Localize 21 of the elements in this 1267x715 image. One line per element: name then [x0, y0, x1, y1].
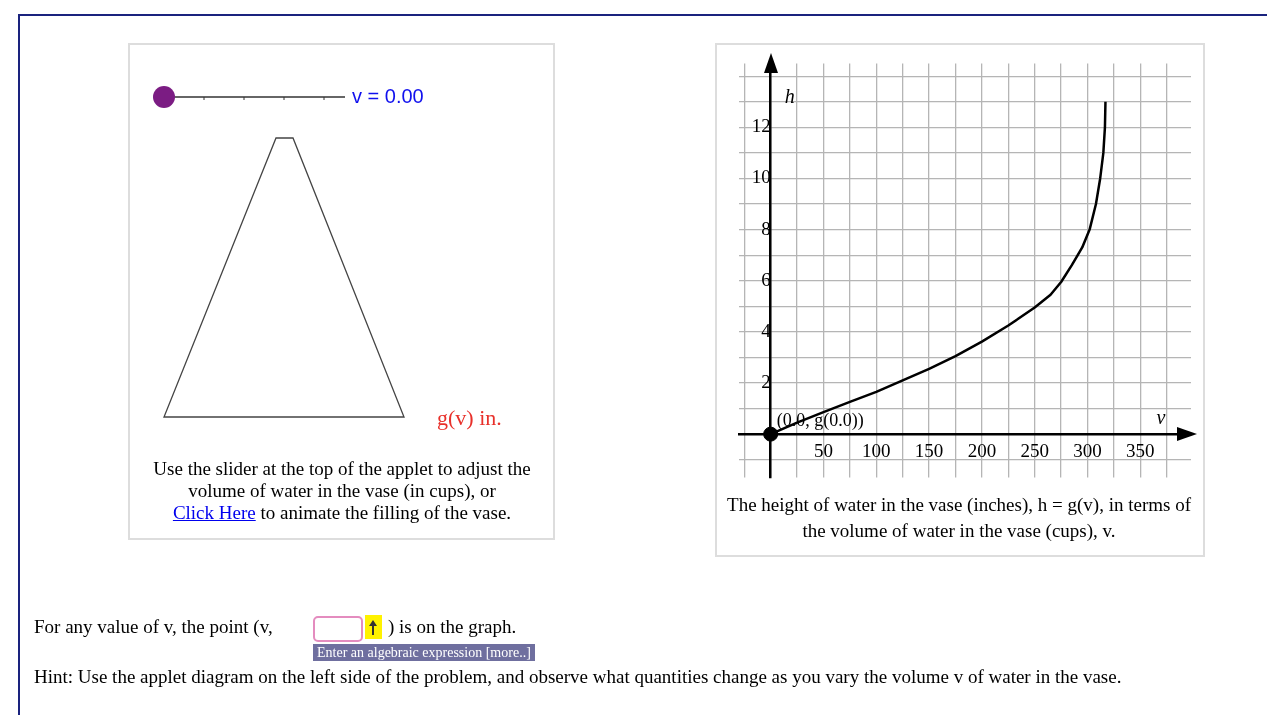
x-tick-label: 150	[914, 439, 944, 461]
text: The height of water in the vase (inches), h = g(v), in terms of the volume of water in the vase (cups), v.	[727, 493, 1191, 543]
x-axis-title: v	[1156, 406, 1166, 429]
text: Hint: Use the applet diagram on the left side of the problem, and observe what quantities change as you vary the volume v of water in the vase.	[34, 666, 1122, 688]
text: For any value of v, the point (v,	[34, 616, 273, 638]
y-tick-label: 12	[751, 115, 771, 137]
x-tick-label: 350	[1126, 439, 1155, 461]
text: Click Here	[172, 502, 256, 523]
text: ) is on the graph.	[388, 616, 517, 638]
x-tick-label: 100	[862, 439, 891, 461]
x-tick-label: 300	[1073, 439, 1102, 461]
y-axis-title: h	[784, 85, 795, 108]
text: Enter an algebraic expression [more..]	[313, 644, 535, 661]
text: g(v) in.	[437, 405, 502, 431]
x-tick-label: 200	[967, 439, 997, 461]
y-tick-label: 2	[761, 370, 771, 392]
x-tick-label: 250	[1020, 439, 1049, 461]
text: to animate the filling of the vase.	[260, 502, 512, 523]
y-tick-label: 4	[761, 319, 772, 341]
x-tick-label: 50	[813, 439, 833, 461]
text: v = 0.00	[352, 85, 424, 108]
